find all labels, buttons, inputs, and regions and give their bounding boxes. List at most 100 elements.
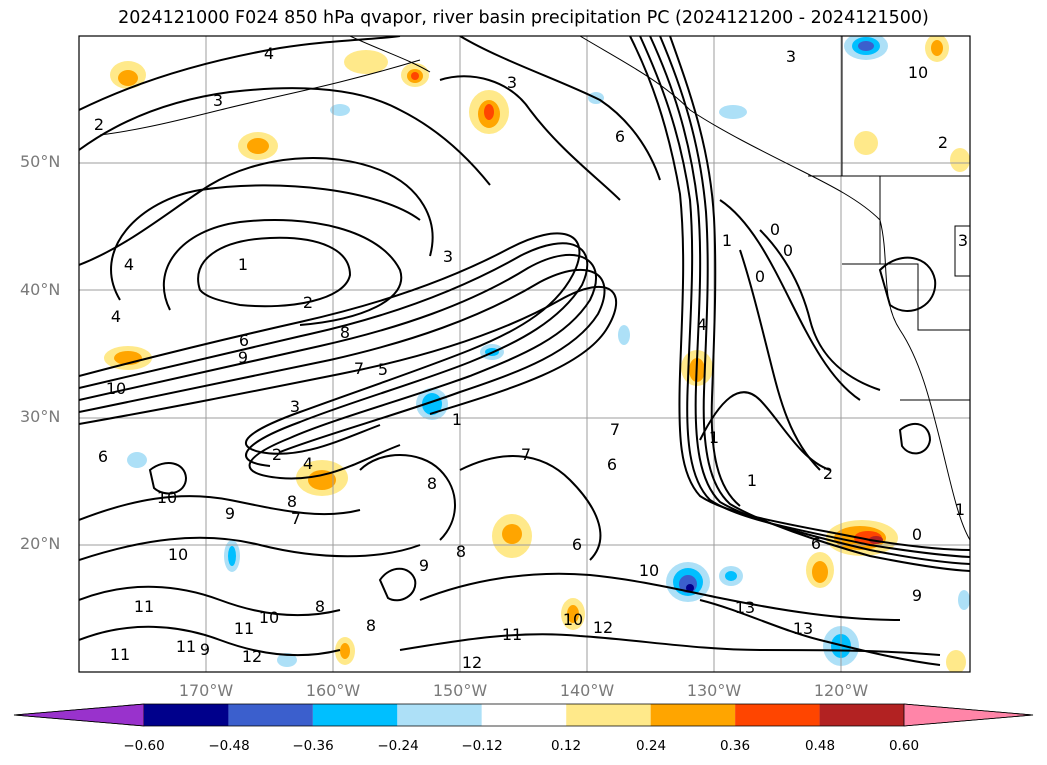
contour-label: 0 (783, 241, 793, 260)
contour-label: 11 (176, 637, 196, 656)
lon-label-140w: 140°W (559, 681, 615, 700)
contour-label: 2 (823, 464, 833, 483)
contour-label: 2 (303, 293, 313, 312)
contour-label: 2 (272, 445, 282, 464)
map-frame (78, 35, 971, 673)
colorbar-segment (566, 704, 651, 726)
contour-label: 5 (378, 360, 388, 379)
map-title: 2024121000 F024 850 hPa qvapor, river ba… (118, 8, 929, 28)
lat-label-20n: 20°N (20, 534, 61, 553)
lon-label-130w: 130°W (686, 681, 742, 700)
contour-label: 1 (238, 255, 248, 274)
lon-label-160w: 160°W (305, 681, 361, 700)
colorbar-tick-label: 0.24 (635, 738, 667, 754)
contour-label: 4 (264, 44, 274, 63)
colorbar-tick-label: −0.48 (208, 738, 250, 754)
contour-label: 8 (427, 474, 437, 493)
contour-label: 11 (234, 619, 254, 638)
contour-label: 8 (340, 323, 350, 342)
contour-label: 7 (610, 420, 620, 439)
contour-label: 7 (291, 509, 301, 528)
contour-label: 4 (697, 315, 707, 334)
colorbar-tick-label: 0.60 (888, 738, 920, 754)
colorbar-tick-label: −0.36 (292, 738, 334, 754)
colorbar-extend-low (13, 703, 145, 727)
lon-label-150w: 150°W (432, 681, 488, 700)
contour-label: 4 (124, 255, 134, 274)
coastline (99, 36, 970, 541)
colorbar-segment (228, 704, 313, 726)
contour-label: 3 (290, 397, 300, 416)
contour-label: 1 (452, 410, 462, 429)
contour-label: 10 (106, 379, 126, 398)
contour-label: 1 (747, 471, 757, 490)
colorbar-tick-label: 0.12 (550, 738, 582, 754)
lat-label-40n: 40°N (20, 280, 61, 299)
contour-label: 9 (238, 348, 248, 367)
colorbar-segment (481, 704, 567, 726)
lat-label-50n: 50°N (20, 152, 61, 171)
colorbar-segment (144, 704, 229, 726)
colorbar (13, 703, 1034, 727)
contour-label: 6 (615, 127, 625, 146)
contour-label: 10 (639, 561, 659, 580)
colorbar-segment (312, 704, 398, 726)
lon-label-120w: 120°W (813, 681, 869, 700)
colorbar-tick-label: 0.36 (719, 738, 751, 754)
contour-labels: 4 3 2 3 3 10 2 6 4 1 2 3 4 6 8 9 7 5 10 … (94, 44, 968, 672)
contour-label: 3 (958, 231, 968, 250)
contour-label: 4 (111, 307, 121, 326)
colorbar-segment (819, 704, 904, 726)
contour-label: 3 (213, 91, 223, 110)
colorbar-segment (735, 704, 820, 726)
qvapor-contours (79, 36, 970, 666)
contour-label: 11 (134, 597, 154, 616)
contour-label: 9 (200, 640, 210, 659)
colorbar-tick-label: −0.12 (461, 738, 503, 754)
colorbar-tick-label: −0.60 (123, 738, 165, 754)
contour-label: 13 (793, 619, 813, 638)
precipitation-shading (104, 36, 970, 672)
contour-label: 8 (366, 616, 376, 635)
contour-label: 10 (259, 608, 279, 627)
contour-label: 8 (456, 542, 466, 561)
contour-label: 2 (938, 133, 948, 152)
contour-label: 0 (770, 220, 780, 239)
contour-label: 11 (110, 645, 130, 664)
colorbar-extend-high (903, 703, 1034, 727)
contour-label: 9 (419, 556, 429, 575)
contour-label: 9 (912, 586, 922, 605)
contour-label: 13 (735, 598, 755, 617)
contour-label: 1 (709, 428, 719, 447)
map-plot: 4 3 2 3 3 10 2 6 4 1 2 3 4 6 8 9 7 5 10 … (78, 35, 971, 673)
colorbar-segment (650, 704, 736, 726)
contour-label: 2 (94, 115, 104, 134)
lon-label-170w: 170°W (178, 681, 234, 700)
contour-label: 6 (239, 331, 249, 350)
contour-label: 4 (303, 454, 313, 473)
contour-label: 3 (507, 73, 517, 92)
colorbar-outline (13, 703, 1034, 727)
contour-label: 6 (572, 535, 582, 554)
contour-label: 7 (354, 359, 364, 378)
contour-label: 10 (168, 545, 188, 564)
contour-label: 7 (521, 445, 531, 464)
colorbar-tick-label: −0.24 (377, 738, 419, 754)
contour-label: 6 (811, 534, 821, 553)
colorbar-tick-label: 0.48 (804, 738, 836, 754)
contour-label: 12 (242, 647, 262, 666)
lat-label-30n: 30°N (20, 407, 61, 426)
colorbar-segment (397, 704, 482, 726)
contour-label: 8 (315, 597, 325, 616)
contour-label: 1 (955, 500, 965, 519)
contour-label: 12 (462, 653, 482, 672)
contour-label: 10 (563, 610, 583, 629)
contour-label: 6 (607, 455, 617, 474)
contour-label: 8 (287, 492, 297, 511)
contour-label: 0 (912, 525, 922, 544)
contour-label: 12 (593, 618, 613, 637)
contour-label: 6 (98, 447, 108, 466)
contour-label: 10 (157, 488, 177, 507)
contour-label: 11 (502, 625, 522, 644)
contour-label: 3 (443, 247, 453, 266)
